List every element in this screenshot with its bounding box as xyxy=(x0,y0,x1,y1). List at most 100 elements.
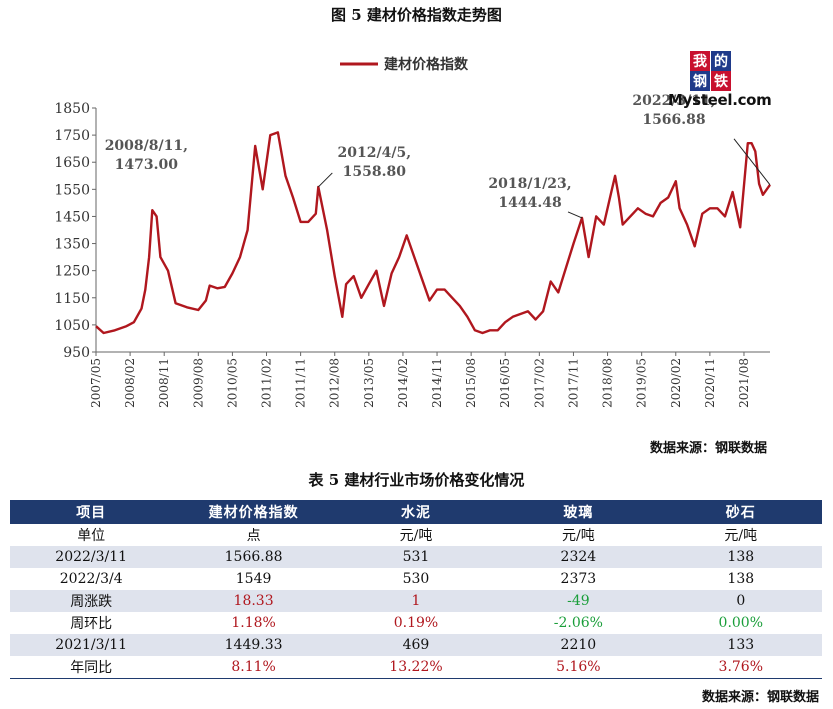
table-cell: 2373 xyxy=(560,571,597,587)
table-title: 表 5 建材行业市场价格变化情况 xyxy=(308,471,525,489)
annotation-pointer xyxy=(733,138,771,186)
table-row: 周环比 1.18% 0.19% -2.06% 0.00% xyxy=(10,612,822,634)
annotation-value: 1444.48 xyxy=(498,195,561,211)
table-row: 单位 点 元/吨 元/吨 元/吨 xyxy=(10,524,822,546)
table-cell: 元/吨 xyxy=(562,528,595,544)
table-row: 2021/3/11 1449.33 469 2210 133 xyxy=(10,634,822,656)
table-cell: 530 xyxy=(402,571,430,587)
y-tick-label: 1050 xyxy=(54,318,90,334)
x-tick-label: 2018/08 xyxy=(601,358,615,408)
table-cell: 133 xyxy=(659,634,822,656)
logo-char: 我 xyxy=(690,51,710,71)
y-tick-label: 1850 xyxy=(54,101,90,117)
annotation-date: 2022/3/11, xyxy=(632,93,715,109)
x-tick-label: 2019/05 xyxy=(635,358,649,408)
mysteel-logo: 我 的 钢 铁 Mysteel.com xyxy=(668,51,778,113)
logo-wordmark: Mysteel.com xyxy=(668,91,772,109)
table-cell: 1 xyxy=(334,590,498,612)
annotation-pointer xyxy=(567,211,583,219)
logo-char: 的 xyxy=(711,51,731,71)
table-cell: 元/吨 xyxy=(724,528,758,544)
table-cell: 0 xyxy=(659,590,822,612)
table-cell: 8.11% xyxy=(172,656,335,679)
table-row: 周涨跌 18.33 1 -49 0 xyxy=(10,590,822,612)
table-cell: 13.22% xyxy=(334,656,498,679)
table-header-row: 项目 建材价格指数 水泥 玻璃 砂石 xyxy=(10,500,822,524)
figure-title: 图 5 建材价格指数走势图 xyxy=(331,6,502,24)
logo-char: 铁 xyxy=(711,71,731,91)
y-tick-label: 950 xyxy=(63,345,90,361)
table-cell: 周环比 xyxy=(70,616,113,632)
x-tick-label: 2012/08 xyxy=(328,358,342,408)
annotation-date: 2018/1/23, xyxy=(488,176,571,192)
x-tick-label: 2010/05 xyxy=(225,358,239,408)
price-change-table: 项目 建材价格指数 水泥 玻璃 砂石 单位 点 元/吨 元/吨 元/吨 2022/3/11… xyxy=(10,500,822,679)
table-row: 年同比 8.11% 13.22% 5.16% 3.76% xyxy=(10,656,822,679)
x-tick-label: 2009/08 xyxy=(191,358,205,408)
table-row: 2022/3/11 1566.88 531 2324 138 xyxy=(10,546,822,568)
x-tick-label: 2017/11 xyxy=(566,358,580,408)
table-cell: 2022/3/11 xyxy=(10,546,173,568)
table-cell: 1449.33 xyxy=(172,634,335,656)
y-tick-label: 1550 xyxy=(54,182,90,198)
annotation-date: 2012/4/5, xyxy=(338,145,412,161)
y-tick-label: 1750 xyxy=(54,128,90,144)
x-tick-label: 2013/05 xyxy=(362,358,376,408)
table-source-note: 数据来源：钢联数据 xyxy=(701,690,819,705)
table-header-cell: 建材价格指数 xyxy=(172,500,335,524)
table-cell: 5.16% xyxy=(497,656,660,679)
table-cell: 周涨跌 xyxy=(10,590,173,612)
table-cell: 138 xyxy=(659,546,822,568)
table-cell: 1.18% xyxy=(231,615,276,631)
table-cell: 18.33 xyxy=(172,590,335,612)
x-tick-label: 2017/02 xyxy=(532,358,546,408)
x-tick-label: 2016/05 xyxy=(498,358,512,408)
price-index-line-chart: 950 1050 1150 1250 1350 1450 1550 1650 1750 1850 2… xyxy=(54,56,771,408)
table-cell: 469 xyxy=(334,634,498,656)
logo-char: 钢 xyxy=(690,71,710,91)
x-tick-label: 2011/02 xyxy=(260,358,274,408)
y-tick-label: 1450 xyxy=(54,209,90,225)
table-cell: 2022/3/4 xyxy=(59,571,123,587)
table-row: 2022/3/4 1549 530 2373 138 xyxy=(10,568,822,590)
x-tick-label: 2020/11 xyxy=(703,358,717,408)
annotation-value: 1566.88 xyxy=(642,112,705,128)
series-line-price-index xyxy=(95,131,771,335)
table-cell: 1566.88 xyxy=(172,546,335,568)
x-tick-label: 2014/02 xyxy=(396,358,410,408)
table-cell: 点 xyxy=(246,528,261,544)
x-tick-label: 2020/02 xyxy=(669,358,683,408)
chart-source-note: 数据来源：钢联数据 xyxy=(649,441,767,456)
x-tick-label: 2011/11 xyxy=(294,358,308,408)
table-cell: 3.76% xyxy=(659,656,822,679)
x-tick-label: 2008/11 xyxy=(157,358,171,408)
table-cell: 2324 xyxy=(497,546,660,568)
table-cell: 年同比 xyxy=(10,656,173,679)
table-header-cell: 玻璃 xyxy=(497,500,660,524)
table-header-cell: 项目 xyxy=(10,500,173,524)
table-cell: 2021/3/11 xyxy=(10,634,173,656)
x-tick-label: 2007/05 xyxy=(89,358,103,408)
y-tick-label: 1350 xyxy=(54,237,90,253)
annotation-value: 1473.00 xyxy=(115,157,179,173)
legend-label: 建材价格指数 xyxy=(384,56,469,73)
table-cell: 单位 xyxy=(77,528,106,544)
table-cell: 元/吨 xyxy=(399,528,433,544)
table-cell: 2210 xyxy=(497,634,660,656)
annotation-value: 1558.80 xyxy=(343,164,407,180)
y-tick-label: 1150 xyxy=(54,291,90,307)
x-tick-label: 2014/11 xyxy=(430,358,444,408)
table-cell: 1549 xyxy=(235,571,272,587)
table-header-cell: 砂石 xyxy=(659,500,822,524)
table-cell: 0.00% xyxy=(718,615,764,631)
x-tick-label: 2008/02 xyxy=(123,358,137,408)
annotation-pointer xyxy=(317,172,333,188)
table-cell: -2.06% xyxy=(553,615,603,631)
table-cell: 138 xyxy=(727,571,755,587)
y-tick-label: 1250 xyxy=(54,264,90,280)
y-tick-label: 1650 xyxy=(54,155,90,171)
x-tick-label: 2021/08 xyxy=(737,358,751,408)
annotation-date: 2008/8/11, xyxy=(105,138,188,154)
table-header-cell: 水泥 xyxy=(334,500,498,524)
table-cell: 531 xyxy=(334,546,498,568)
